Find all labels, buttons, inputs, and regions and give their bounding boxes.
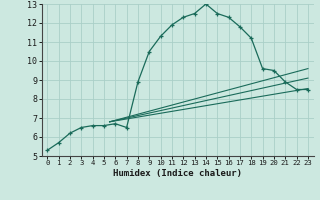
X-axis label: Humidex (Indice chaleur): Humidex (Indice chaleur) (113, 169, 242, 178)
